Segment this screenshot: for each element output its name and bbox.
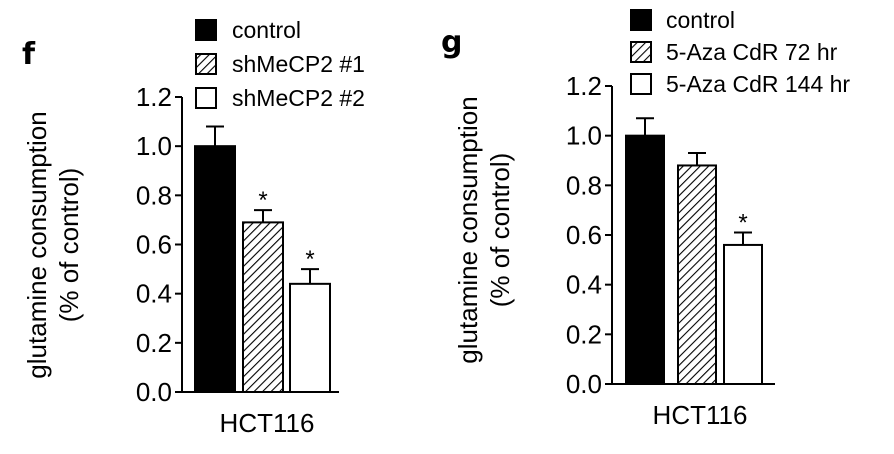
y-tick-label: 0.0: [136, 377, 172, 407]
y-axis-label-line2: (% of control): [485, 153, 515, 308]
legend-label: control: [232, 17, 301, 43]
legend-label: 5-Aza CdR 72 hr: [666, 39, 838, 65]
bar: [723, 243, 763, 385]
y-tick-label: 1.2: [136, 82, 172, 112]
y-tick-label: 0.4: [136, 279, 172, 309]
panel-letter-f: f: [22, 37, 36, 72]
y-tick-label: 1.2: [566, 71, 602, 101]
significance-marker: *: [305, 246, 314, 273]
legend-swatch: [195, 53, 217, 75]
legend-swatch: [195, 87, 217, 109]
y-tick-label: 0.8: [136, 180, 172, 210]
bars-f: **: [194, 125, 331, 394]
panel-g: g glutamine consumption (% of control) c…: [441, 7, 850, 430]
legend-label: shMeCP2 #2: [232, 85, 365, 111]
bar: [289, 282, 331, 394]
axes-f: 0.0 0.2 0.4 0.6 0.8 1.0 1.2 HCT116: [136, 82, 339, 438]
y-tick-label: 1.0: [136, 131, 172, 161]
y-tick-label: 0.0: [566, 369, 602, 399]
legend-label: shMeCP2 #1: [232, 51, 365, 77]
legend-swatch: [630, 9, 652, 31]
y-tick-label: 0.2: [136, 328, 172, 358]
y-axis-label-line2: (% of control): [54, 168, 84, 323]
legend-f: control shMeCP2 #1 shMeCP2 #2: [195, 17, 365, 111]
y-tick-label: 0.6: [136, 230, 172, 260]
legend-swatch: [630, 41, 652, 63]
bars-g: *: [625, 117, 763, 385]
y-tick-label: 0.6: [566, 220, 602, 250]
panel-letter-g: g: [441, 25, 462, 60]
y-tick-label: 1.0: [566, 121, 602, 151]
bar: [242, 221, 284, 393]
y-tick-label: 0.2: [566, 319, 602, 349]
bar: [194, 145, 236, 393]
x-category-label: HCT116: [220, 408, 315, 438]
legend-label: control: [666, 7, 735, 33]
significance-marker: *: [738, 210, 747, 237]
y-axis-label-line1: glutamine consumption: [453, 96, 483, 363]
legend-g: control 5-Aza CdR 72 hr 5-Aza CdR 144 hr: [630, 7, 850, 97]
y-axis-title-f: glutamine consumption (% of control): [22, 111, 84, 378]
bar: [677, 164, 717, 385]
y-axis-label-line1: glutamine consumption: [22, 111, 52, 378]
legend-swatch: [195, 19, 217, 41]
y-tick-label: 0.8: [566, 170, 602, 200]
panel-f: f glutamine consumption (% of control) c…: [22, 17, 365, 438]
legend-swatch: [630, 73, 652, 95]
significance-marker: *: [258, 187, 267, 214]
y-axis-title-g: glutamine consumption (% of control): [453, 96, 515, 363]
bar: [625, 134, 665, 385]
legend-label: 5-Aza CdR 144 hr: [666, 71, 850, 97]
x-category-label: HCT116: [653, 400, 748, 430]
y-tick-label: 0.4: [566, 270, 602, 300]
